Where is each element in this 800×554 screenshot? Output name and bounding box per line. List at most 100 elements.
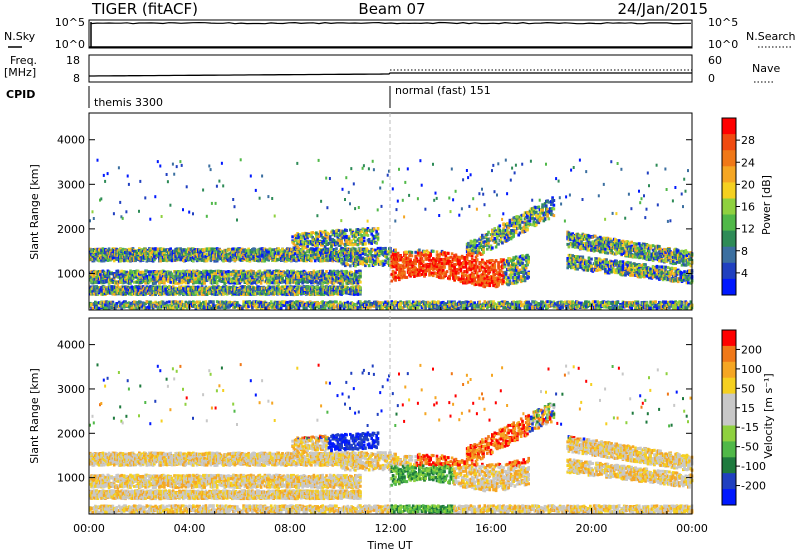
freq-trace [89, 70, 692, 76]
power-cell-2193 [187, 287, 190, 290]
power-cell-900 [128, 183, 130, 186]
power-cell-2166 [186, 185, 188, 188]
power-cell-204 [98, 281, 101, 284]
nsearch-tick-bottom: 10^0 [708, 38, 738, 51]
freq-series [89, 73, 692, 76]
power-cell-436 [108, 275, 111, 278]
cpid-segment-1: themis 3300 [94, 96, 163, 109]
power-cell-2958 [222, 184, 224, 187]
power-cell-847 [125, 210, 127, 213]
power-cell-1254 [144, 196, 146, 199]
power-cell-942 [131, 280, 134, 283]
cpid-segment-2: normal (fast) 151 [395, 84, 491, 97]
power-cell-665 [118, 166, 120, 169]
cpid-panel: CPID themis 3300 normal (fast) 151 [6, 84, 491, 109]
power-cell-563 [113, 212, 115, 215]
power-cell-189 [97, 159, 99, 162]
power-cell-2653 [208, 165, 210, 168]
power-cell-1109 [138, 285, 141, 288]
power-cell-873 [127, 175, 129, 178]
power-cell-95 [93, 259, 96, 262]
power-cell-1560 [159, 260, 162, 263]
nsky-label: N.Sky [4, 30, 36, 43]
nsearch-tick-top: 10^5 [708, 16, 738, 29]
power-cell-273 [100, 197, 102, 200]
power-cell-2806 [216, 282, 219, 285]
power-cell-1614 [161, 215, 163, 218]
power-cell-1894 [173, 173, 175, 176]
freq-panel: Freq. [MHz] 18 8 60 0 Nave [4, 54, 780, 85]
power-cell-2222 [188, 211, 190, 214]
nsky-tick-bottom: 10^0 [55, 38, 85, 51]
freq-tick-bottom: 8 [73, 72, 80, 85]
nave-tick-bottom: 0 [708, 72, 715, 85]
nsky-tick-top: 10^5 [55, 16, 85, 29]
power-cell-1950 [176, 165, 178, 168]
power-cell-2599 [206, 215, 208, 218]
power-cell-87 [92, 210, 94, 213]
power-cell-876 [128, 248, 131, 251]
nsky-trace [89, 22, 692, 47]
nave-tick-top: 60 [708, 54, 722, 67]
power-cell-84 [92, 307, 95, 310]
power-cell-2057 [181, 164, 183, 167]
power-cell-423 [107, 172, 109, 175]
power-cell-1475 [154, 195, 156, 198]
power-cell-2931 [221, 306, 224, 309]
radar-summary-figure: TIGER (fitACF) Beam 07 24/Jan/2015 N.Sky… [0, 0, 800, 554]
nsearch-label: N.Search [746, 30, 796, 43]
power-cell-1510 [157, 248, 160, 251]
nave-label: Nave [752, 62, 780, 75]
power-cell-2713 [211, 202, 213, 205]
power-cell-1652 [163, 249, 166, 252]
power-heatmap [89, 158, 693, 310]
date-label: 24/Jan/2015 [618, 0, 709, 18]
power-cell-1644 [162, 301, 165, 304]
power-cell-2877 [218, 180, 220, 183]
power-cell-758 [122, 217, 124, 220]
power-cell-2305 [192, 212, 194, 215]
power-cell-2383 [196, 301, 199, 304]
power-cell-1587 [159, 165, 161, 168]
power-cell-2086 [182, 208, 184, 211]
power-cell-362 [104, 303, 107, 306]
power-cell-2124 [185, 281, 188, 284]
power-cell-365 [104, 180, 106, 183]
nsky-series [91, 23, 691, 24]
power-cell-194 [98, 259, 101, 262]
power-cell-2680 [210, 301, 213, 304]
power-cell-2606 [207, 257, 210, 260]
power-cell-1865 [172, 163, 174, 166]
power-cell-989 [133, 281, 136, 284]
power-cell-2742 [212, 300, 215, 303]
power-cell-104 [93, 275, 96, 278]
power-cell-1317 [148, 259, 151, 262]
power-cell-1284 [146, 300, 149, 303]
power-cell-1043 [136, 281, 139, 284]
power-cell-335 [103, 174, 105, 177]
freq-tick-top: 18 [66, 54, 80, 67]
power-cell-708 [120, 270, 123, 273]
power-cell-1811 [169, 204, 171, 207]
radar-title: TIGER (fitACF) [91, 0, 198, 18]
power-cell-2691 [211, 247, 214, 250]
power-cell-1336 [148, 306, 151, 309]
power-cell-215 [98, 307, 101, 310]
power-cell-1408 [152, 275, 155, 278]
freq-unit: [MHz] [4, 66, 36, 79]
power-cell-1781 [168, 300, 171, 303]
power-cell-2519 [202, 189, 204, 192]
power-cell-1116 [138, 210, 140, 213]
power-cell-1145 [139, 180, 141, 183]
power-cell-510 [112, 257, 115, 260]
power-cell-2071 [182, 270, 185, 273]
power-cell-953 [131, 307, 134, 310]
power-cell-2794 [215, 202, 217, 205]
power-cell-2462 [200, 302, 203, 305]
power-cell-1622 [162, 259, 165, 262]
power-cell-1366 [149, 218, 151, 221]
power-cell-380 [105, 280, 108, 283]
power-cell-1754 [167, 180, 169, 183]
power-cell-1796 [169, 281, 172, 284]
power-cell-1527 [157, 160, 159, 163]
